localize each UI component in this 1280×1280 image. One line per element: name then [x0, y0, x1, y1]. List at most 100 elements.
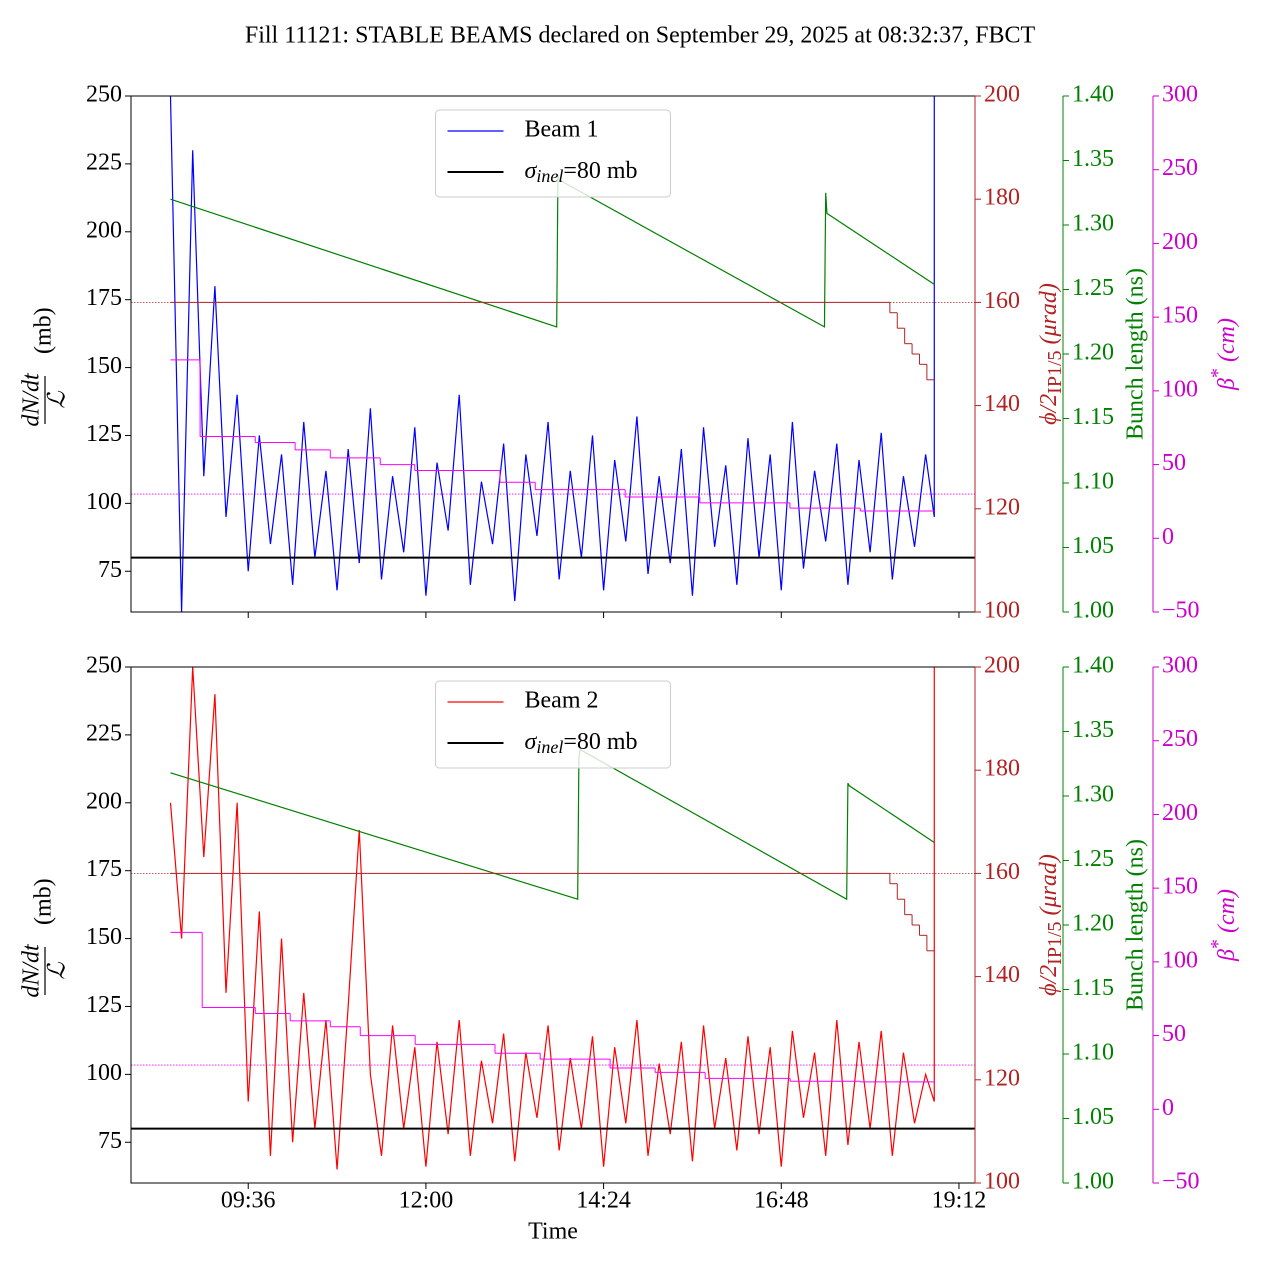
y3-tick-label: 1.25: [1072, 275, 1114, 301]
y3-axis-label: Bunch length (ns): [1123, 268, 1149, 440]
x-tick-label: 09:36: [221, 1188, 276, 1214]
x-tick-label: 16:48: [754, 1188, 809, 1214]
y3-tick-label: 1.30: [1072, 211, 1114, 237]
y2-label-part: (μrad): [1036, 854, 1062, 921]
y3-tick-label: 1.20: [1072, 340, 1114, 366]
y-axis-label: dN/dt ℒ (mb): [19, 878, 71, 997]
y-tick-label: 200: [86, 217, 122, 243]
y3-axis-label: Bunch length (ns): [1123, 839, 1149, 1011]
y3-tick-label: 1.20: [1072, 911, 1114, 937]
y2-tick-label: 160: [984, 859, 1020, 885]
y4-tick-label: 200: [1162, 800, 1198, 826]
y2-label-part: ϕ/2: [1036, 965, 1062, 996]
y-tick-label: 75: [98, 1128, 122, 1154]
y4-label-part: β: [1214, 378, 1240, 391]
y2-tick-label: 120: [984, 494, 1020, 520]
y4-tick-label: −50: [1162, 1169, 1200, 1195]
y3-tick-label: 1.05: [1072, 1104, 1114, 1130]
y-tick-label: 200: [86, 788, 122, 814]
y2-tick-label: 180: [984, 185, 1020, 211]
y2-tick-label: 180: [984, 756, 1020, 782]
y4-tick-label: 300: [1162, 653, 1198, 679]
y4-tick-label: 0: [1162, 524, 1174, 550]
y-tick-label: 150: [86, 353, 122, 379]
legend-label-part: σ: [525, 158, 538, 184]
y3-tick-label: 1.10: [1072, 469, 1114, 495]
y4-axis-label: β* (cm): [1207, 318, 1240, 391]
legend-box: [435, 680, 671, 769]
y-label-denominator: ℒ: [45, 391, 71, 409]
series-line: [169, 96, 935, 612]
series-line: [169, 667, 935, 1170]
x-tick-label: 14:24: [576, 1188, 631, 1214]
plot-area: [131, 667, 975, 1170]
legend-label: Beam 1: [525, 117, 599, 143]
y4-tick-label: 50: [1162, 450, 1186, 476]
y-label-denominator: ℒ: [45, 962, 71, 980]
y4-label-part: (cm): [1214, 318, 1240, 368]
y4-tick-label: 300: [1162, 82, 1198, 108]
y4-tick-label: 250: [1162, 726, 1198, 752]
y2-axis-label: ϕ/2IP1/5 (μrad): [1036, 854, 1066, 996]
y2-label-part: IP1/5: [1044, 350, 1066, 393]
y2-tick-label: 100: [984, 598, 1020, 624]
y2-label-part: IP1/5: [1044, 921, 1066, 964]
x-tick-label: 19:12: [932, 1188, 987, 1214]
y3-tick-label: 1.35: [1072, 146, 1114, 172]
y4-tick-label: 250: [1162, 155, 1198, 181]
x-axis-label: Time: [528, 1219, 578, 1245]
x-tick-label: 12:00: [399, 1188, 454, 1214]
y-label-numerator: dN/dt: [19, 943, 45, 998]
y4-label-part: *: [1207, 939, 1229, 949]
legend-label-part: inel: [536, 166, 563, 186]
y2-label-part: ϕ/2: [1036, 394, 1062, 425]
y4-label-part: *: [1207, 368, 1229, 378]
y3-tick-label: 1.25: [1072, 846, 1114, 872]
y-tick-label: 100: [86, 489, 122, 515]
y-tick-label: 175: [86, 285, 122, 311]
legend-label-part: inel: [536, 737, 563, 757]
series-line: [170, 174, 935, 328]
y4-label-part: (cm): [1214, 889, 1240, 939]
y-tick-label: 100: [86, 1060, 122, 1086]
y2-tick-label: 160: [984, 288, 1020, 314]
y3-tick-label: 1.00: [1072, 598, 1114, 624]
y4-tick-label: 100: [1162, 376, 1198, 402]
y-tick-label: 175: [86, 856, 122, 882]
y3-tick-label: 1.30: [1072, 782, 1114, 808]
y-tick-label: 125: [86, 992, 122, 1018]
legend-label: σinel=80 mb: [525, 158, 638, 187]
y3-tick-label: 1.15: [1072, 404, 1114, 430]
y3-tick-label: 1.40: [1072, 82, 1114, 108]
y3-tick-label: 1.35: [1072, 717, 1114, 743]
y-tick-label: 250: [86, 653, 122, 679]
y2-tick-label: 140: [984, 391, 1020, 417]
y-label-numerator: dN/dt: [19, 372, 45, 427]
y4-tick-label: 150: [1162, 303, 1198, 329]
figure-title: Fill 11121: STABLE BEAMS declared on Sep…: [245, 23, 1036, 49]
y2-tick-label: 200: [984, 82, 1020, 108]
y4-label-part: β: [1214, 949, 1240, 962]
y3-tick-label: 1.05: [1072, 533, 1114, 559]
y2-tick-label: 140: [984, 962, 1020, 988]
y4-tick-label: 200: [1162, 229, 1198, 255]
y3-tick-label: 1.40: [1072, 653, 1114, 679]
y2-label-part: (μrad): [1036, 283, 1062, 350]
y3-tick-label: 1.00: [1072, 1169, 1114, 1195]
y-tick-label: 150: [86, 924, 122, 950]
legend-box: [435, 109, 671, 198]
y-axis-label: dN/dt ℒ (mb): [19, 307, 71, 426]
y4-tick-label: −50: [1162, 598, 1200, 624]
legend-label: σinel=80 mb: [525, 729, 638, 758]
y4-tick-label: 50: [1162, 1021, 1186, 1047]
y-tick-label: 225: [86, 149, 122, 175]
y4-tick-label: 150: [1162, 874, 1198, 900]
y-label-unit: (mb): [31, 307, 57, 354]
y4-tick-label: 0: [1162, 1095, 1174, 1121]
y-tick-label: 225: [86, 720, 122, 746]
y4-tick-label: 100: [1162, 947, 1198, 973]
y2-tick-label: 100: [984, 1169, 1020, 1195]
y4-axis-label: β* (cm): [1207, 889, 1240, 962]
y-tick-label: 250: [86, 82, 122, 108]
